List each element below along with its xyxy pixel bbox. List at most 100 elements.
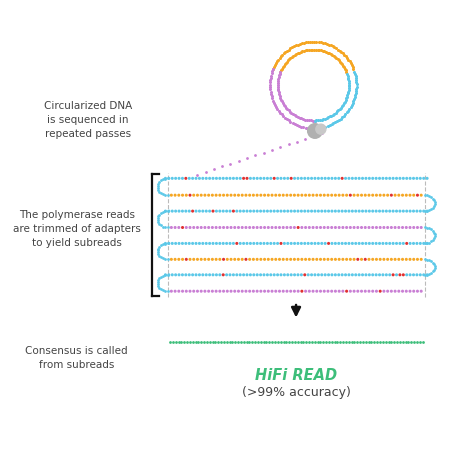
Point (266, 79, 274, 87)
Point (430, 197, 438, 205)
Point (429, 204, 437, 212)
Point (209, 175, 217, 183)
Point (313, 125, 321, 133)
Point (426, 193, 433, 200)
Point (216, 192, 224, 199)
Point (190, 288, 198, 296)
Point (300, 124, 307, 132)
Point (216, 208, 224, 216)
Point (172, 175, 180, 183)
Point (275, 108, 283, 115)
Point (352, 90, 360, 98)
Point (396, 271, 404, 279)
Point (318, 117, 325, 124)
Point (240, 175, 247, 183)
Point (268, 288, 276, 296)
Point (291, 52, 298, 60)
Point (410, 288, 418, 296)
Point (308, 208, 315, 216)
Point (286, 109, 294, 116)
Point (306, 192, 313, 199)
Point (253, 288, 261, 296)
Point (246, 271, 254, 279)
Text: (>99% accuracy): (>99% accuracy) (242, 385, 350, 398)
Point (200, 338, 208, 346)
Point (414, 224, 421, 232)
Point (240, 208, 247, 216)
Point (238, 256, 246, 264)
Point (317, 192, 324, 199)
Point (430, 203, 438, 210)
Point (209, 192, 216, 199)
Point (328, 288, 336, 296)
Point (271, 102, 279, 109)
Point (246, 256, 254, 264)
Point (314, 338, 321, 346)
Point (240, 338, 247, 346)
Point (164, 175, 172, 183)
Point (317, 48, 325, 55)
Point (284, 208, 292, 216)
Point (410, 338, 418, 346)
Point (201, 224, 209, 232)
Point (277, 240, 285, 248)
Point (261, 288, 268, 296)
Point (261, 192, 268, 199)
Point (403, 240, 410, 248)
Point (365, 208, 373, 216)
Point (319, 48, 327, 56)
Point (359, 338, 367, 346)
Point (253, 192, 261, 199)
Point (335, 117, 343, 124)
Point (320, 49, 328, 56)
Point (338, 175, 346, 183)
Point (356, 271, 363, 279)
Point (223, 240, 230, 248)
Point (264, 240, 271, 248)
Point (328, 121, 335, 129)
Point (155, 180, 162, 188)
Point (155, 245, 162, 253)
Point (382, 338, 390, 346)
Point (311, 125, 319, 133)
Point (257, 338, 264, 346)
Point (168, 256, 175, 264)
Point (383, 208, 390, 216)
Point (388, 224, 395, 232)
Point (276, 95, 284, 102)
Point (328, 52, 336, 60)
Point (274, 175, 282, 183)
Point (423, 271, 431, 279)
Point (345, 80, 353, 88)
Point (205, 192, 212, 199)
Point (182, 175, 190, 183)
Point (302, 192, 310, 199)
Point (335, 208, 343, 216)
Point (324, 288, 332, 296)
Point (358, 288, 365, 296)
Point (266, 84, 274, 92)
Point (202, 271, 210, 279)
Point (419, 338, 426, 346)
Point (272, 224, 280, 232)
Point (237, 338, 245, 346)
Point (420, 208, 428, 216)
Point (309, 125, 316, 133)
Point (277, 53, 285, 61)
Point (175, 288, 182, 296)
Point (406, 208, 414, 216)
Point (246, 175, 254, 183)
Point (298, 208, 305, 216)
Point (277, 69, 284, 77)
Point (266, 77, 274, 85)
Point (316, 117, 324, 125)
Point (194, 256, 201, 264)
Point (311, 240, 319, 248)
Point (348, 338, 356, 346)
Point (342, 69, 350, 77)
Point (183, 338, 191, 346)
Point (423, 175, 431, 183)
Point (196, 175, 203, 183)
Point (179, 224, 186, 232)
Point (172, 208, 180, 216)
